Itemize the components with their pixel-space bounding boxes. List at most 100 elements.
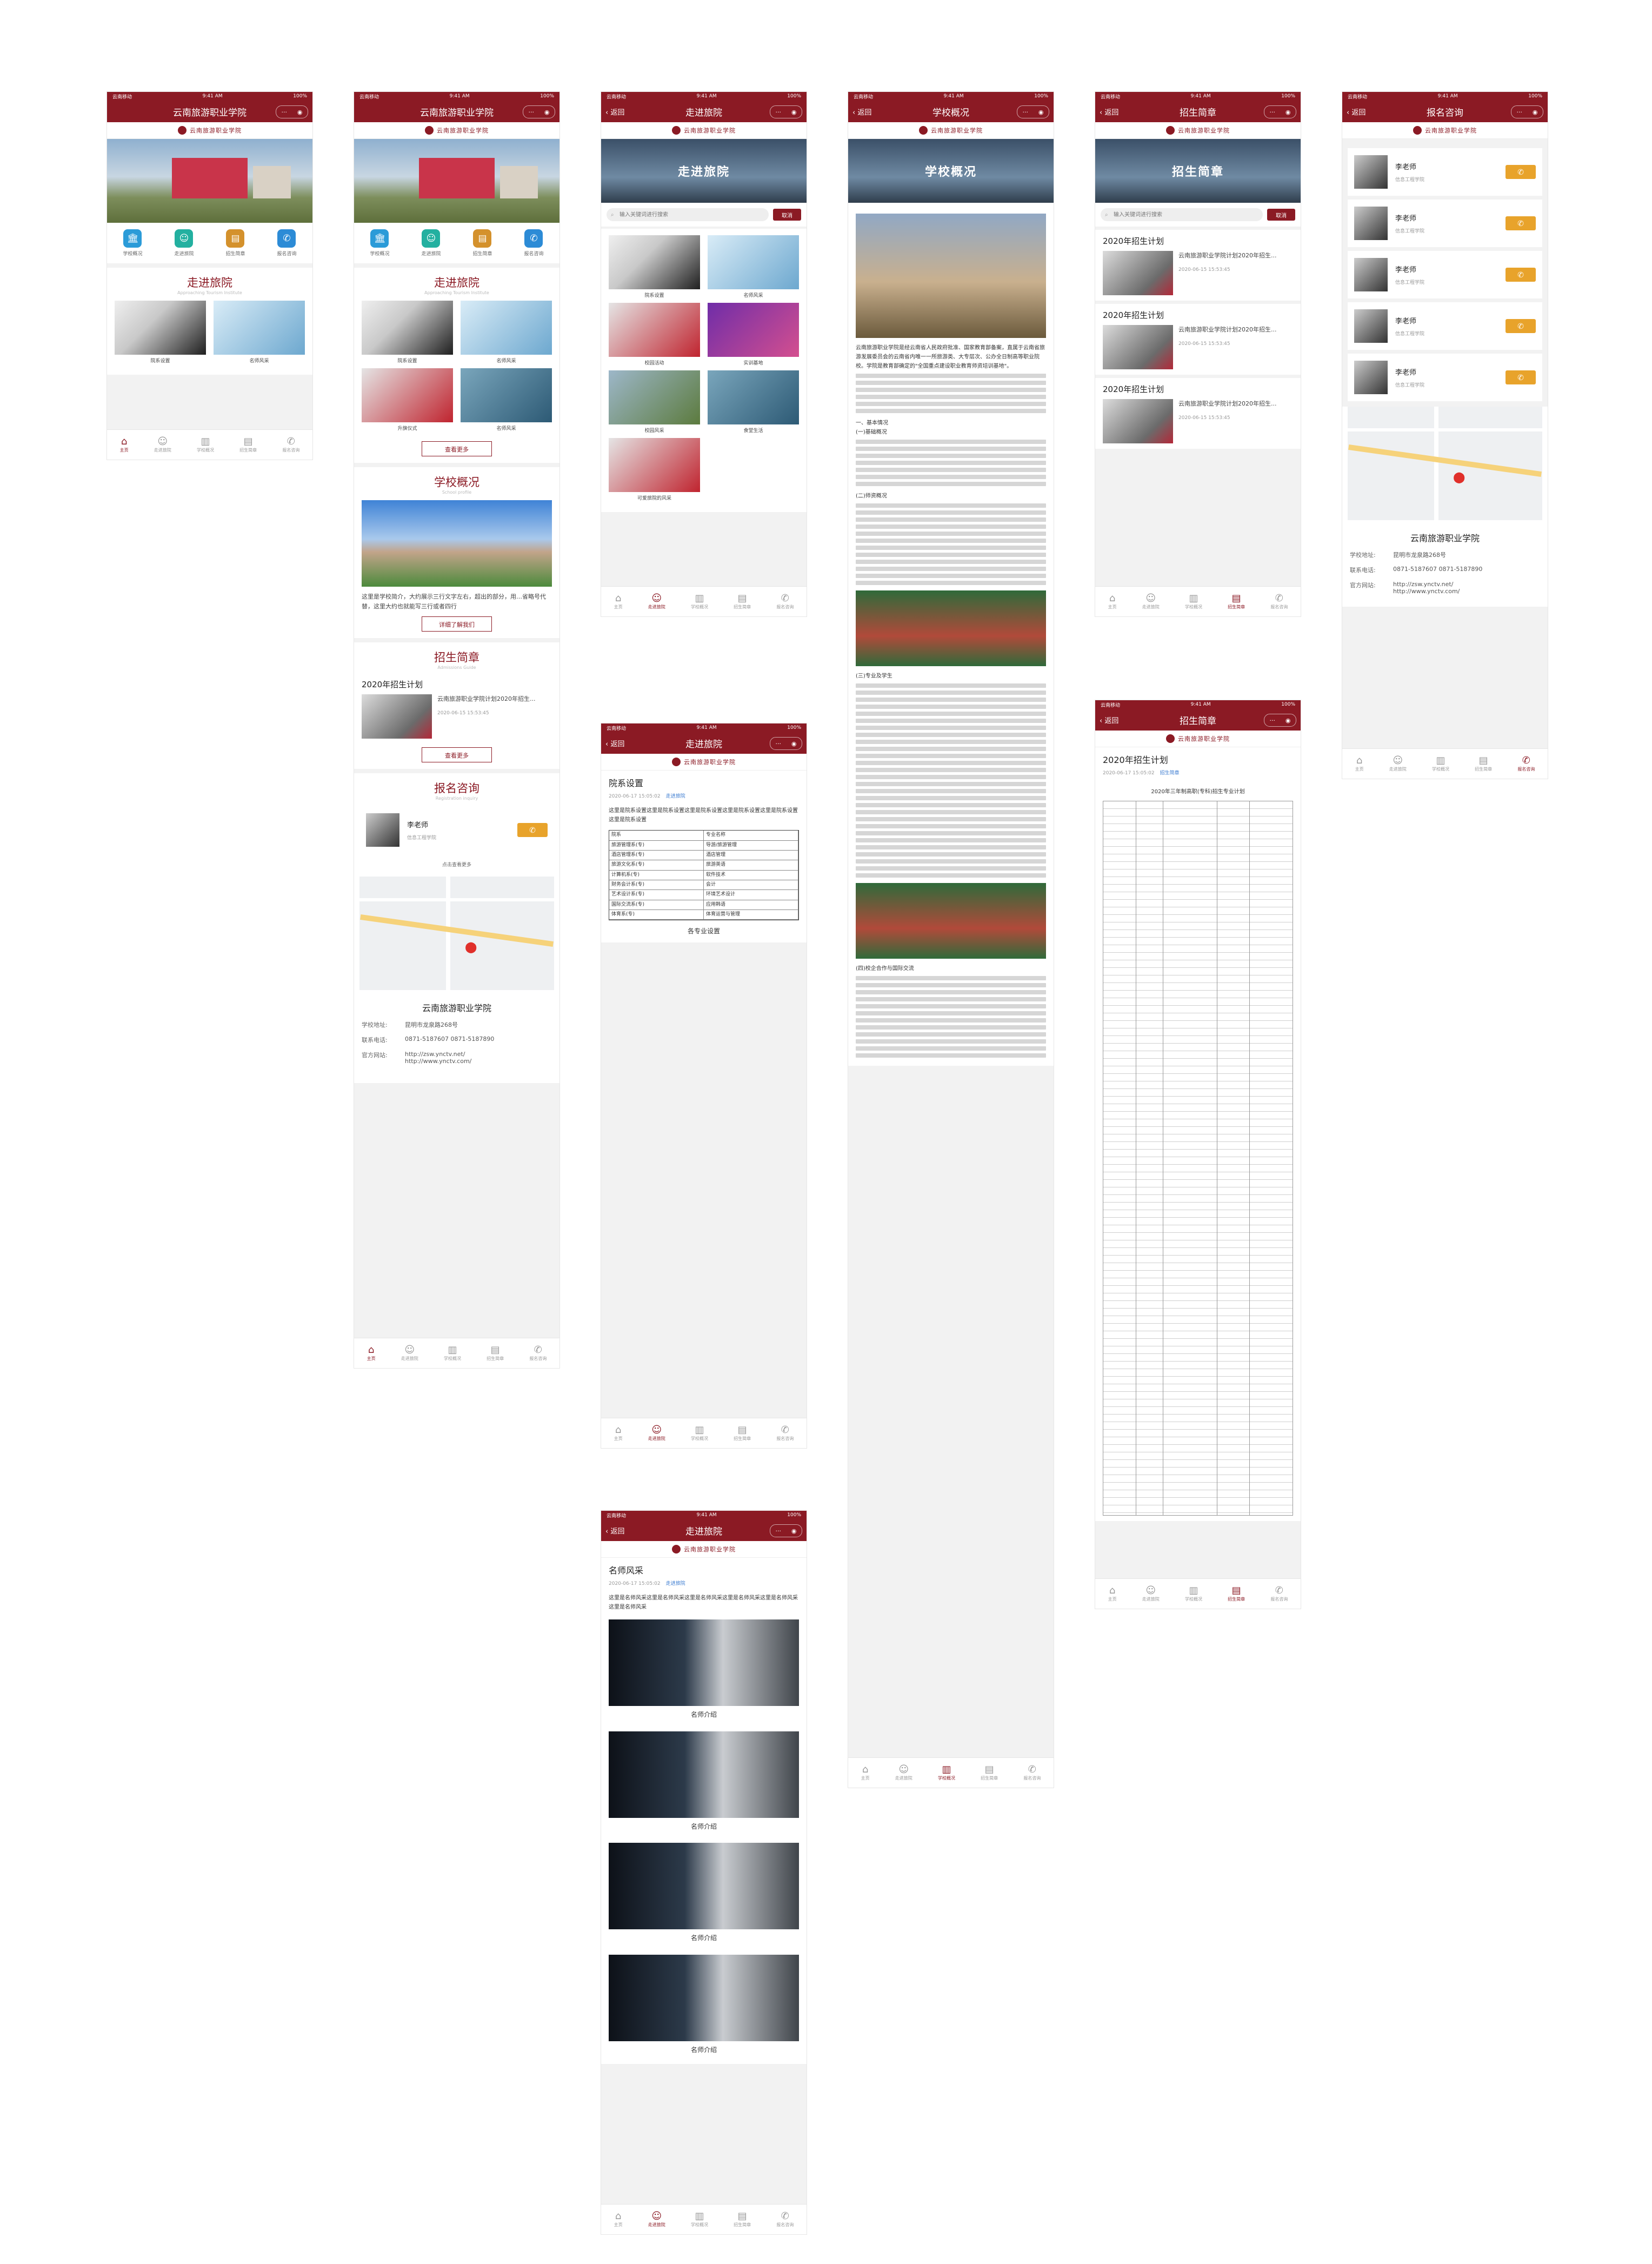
website-link[interactable]: http://www.ynctv.com/ [405,1058,472,1065]
map[interactable]: ⬤ [359,877,554,991]
close-icon[interactable]: ◉ [544,108,550,116]
more-icon[interactable]: ··· [775,740,781,747]
website-link[interactable]: http://zsw.ynctv.net/ [1393,581,1454,588]
banner-image[interactable] [107,139,312,223]
teacher-card[interactable]: 李老师 信息工程学院 ✆ [1348,302,1542,350]
tab-profile[interactable]: ▥ 学校概况 [1431,755,1449,772]
article-source[interactable]: 招生简章 [1160,771,1180,776]
admission-news-item[interactable]: 2020年招生计划 云南旅游职业学院计划2020年招生... 2020-06-15 … [1095,378,1301,449]
quick-nav-school[interactable]: 🏛 学校概况 [123,229,143,257]
close-icon[interactable]: ◉ [791,108,797,116]
tab-visit[interactable]: ☺ 走进旅院 [1142,593,1160,610]
call-button[interactable]: ✆ [1506,319,1536,333]
tab-visit[interactable]: ☺ 走进旅院 [401,1344,418,1362]
back-button[interactable]: ‹ 返回 [1100,716,1119,725]
close-icon[interactable]: ◉ [1532,108,1538,116]
capsule-menu[interactable]: ··· ◉ [1264,714,1296,727]
call-button[interactable]: ✆ [1506,268,1536,282]
tab-visit[interactable]: ☺ 走进旅院 [1389,755,1407,772]
website-link[interactable]: http://www.ynctv.com/ [1393,588,1460,595]
quick-nav-admission[interactable]: ▤ 招生简章 [472,229,492,257]
call-button[interactable]: ✆ [1506,216,1536,230]
back-button[interactable]: ‹ 返回 [852,108,872,117]
tab-profile[interactable]: ▥ 学校概况 [1184,1585,1202,1602]
gallery-item[interactable]: 实训基地 [708,303,799,366]
tab-consult[interactable]: ✆ 报名咨询 [1270,593,1288,610]
tab-profile[interactable]: ▥ 学校概况 [443,1344,461,1362]
quick-nav-consult[interactable]: ✆ 报名咨询 [524,229,544,257]
back-button[interactable]: ‹ 返回 [605,108,625,117]
gallery-item[interactable]: 名师风采 [708,235,799,298]
tab-admission[interactable]: ▤ 招生简章 [1228,593,1245,610]
tab-home[interactable]: ⌂ 主页 [614,1424,623,1442]
tab-admission[interactable]: ▤ 招生简章 [1228,1585,1245,1602]
tab-consult[interactable]: ✆ 报名咨询 [1270,1585,1288,1602]
call-button[interactable]: ✆ [1506,370,1536,384]
view-more-link[interactable]: 点击查看更多 [442,862,471,868]
tab-visit[interactable]: ☺ 走进旅院 [648,2210,665,2228]
more-icon[interactable]: ··· [1269,108,1275,116]
admission-news-item[interactable]: 2020年招生计划 云南旅游职业学院计划2020年招生... 2020-06-15 … [1095,304,1301,375]
tab-admission[interactable]: ▤ 招生简章 [734,593,751,610]
quick-nav-visit[interactable]: ☺ 走进旅院 [174,229,194,257]
close-icon[interactable]: ◉ [1038,108,1044,116]
more-icon[interactable]: ··· [1516,108,1522,116]
tab-visit[interactable]: ☺ 走进旅院 [895,1764,912,1781]
tab-visit[interactable]: ☺ 走进旅院 [154,436,171,453]
more-icon[interactable]: ··· [775,1527,781,1535]
tab-consult[interactable]: ✆ 报名咨询 [1023,1764,1041,1781]
tab-home[interactable]: ⌂ 主页 [614,2210,623,2228]
teacher-card[interactable]: 李老师 信息工程学院 ✆ [1348,148,1542,196]
capsule-menu[interactable]: ··· ◉ [770,1524,802,1537]
quick-nav-visit[interactable]: ☺ 走进旅院 [421,229,441,257]
close-icon[interactable]: ◉ [791,740,797,747]
tab-consult[interactable]: ✆ 报名咨询 [776,593,794,610]
tab-home[interactable]: ⌂ 主页 [614,593,623,610]
teacher-card[interactable]: 李老师 信息工程学院 ✆ [1348,251,1542,298]
view-more-button[interactable]: 查看更多 [422,747,492,763]
search-input[interactable] [1101,208,1263,221]
teacher-card[interactable]: 李老师 信息工程学院 ✆ [1348,200,1542,247]
quick-nav-consult[interactable]: ✆ 报名咨询 [277,229,297,257]
capsule-menu[interactable]: ··· ◉ [770,105,802,118]
gallery-item[interactable]: 可爱旅院的风采 [609,438,700,501]
tab-profile[interactable]: ▥ 学校概况 [1184,593,1202,610]
tab-profile[interactable]: ▥ 学校概况 [690,2210,708,2228]
capsule-menu[interactable]: ··· ◉ [523,105,555,118]
tab-consult[interactable]: ✆ 报名咨询 [776,2210,794,2228]
gallery-item[interactable]: 校园风采 [609,370,700,434]
capsule-menu[interactable]: ··· ◉ [276,105,308,118]
tab-visit[interactable]: ☺ 走进旅院 [648,1424,665,1442]
detail-button[interactable]: 详细了解我们 [422,616,492,632]
phone-value[interactable]: 0871-5187607 0871-5187890 [405,1035,495,1043]
tab-home[interactable]: ⌂ 主页 [1355,755,1364,772]
gallery-item[interactable]: 名师风采 [214,301,305,364]
call-button[interactable]: ✆ [517,823,548,838]
gallery-item[interactable]: 院系设置 [115,301,206,364]
teacher-card[interactable]: 李老师 信息工程学院 ✆ [1348,354,1542,401]
tab-consult[interactable]: ✆ 报名咨询 [776,1424,794,1442]
banner-image[interactable] [354,139,559,223]
tab-visit[interactable]: ☺ 走进旅院 [1142,1585,1160,1602]
close-icon[interactable]: ◉ [791,1527,797,1535]
more-icon[interactable]: ··· [775,108,781,116]
capsule-menu[interactable]: ··· ◉ [1511,105,1543,118]
website-link[interactable]: http://zsw.ynctv.net/ [405,1051,465,1058]
cancel-button[interactable]: 取消 [1267,209,1295,221]
view-more-button[interactable]: 查看更多 [422,441,492,456]
tab-profile[interactable]: ▥ 学校概况 [690,593,708,610]
back-button[interactable]: ‹ 返回 [1347,108,1366,117]
tab-consult[interactable]: ✆ 报名咨询 [282,436,300,453]
more-icon[interactable]: ··· [281,108,287,116]
gallery-item[interactable]: 名师风采 [461,301,552,364]
capsule-menu[interactable]: ··· ◉ [1017,105,1049,118]
article-source[interactable]: 走进旅院 [665,794,685,800]
gallery-item[interactable]: 名师风采 [461,368,552,431]
back-button[interactable]: ‹ 返回 [605,1527,625,1536]
map[interactable]: ⬤ [1348,407,1542,520]
tab-profile[interactable]: ▥ 学校概况 [196,436,214,453]
gallery-item[interactable]: 食堂生活 [708,370,799,434]
gallery-item[interactable]: 院系设置 [609,235,700,298]
capsule-menu[interactable]: ··· ◉ [770,737,802,750]
close-icon[interactable]: ◉ [1285,108,1291,116]
